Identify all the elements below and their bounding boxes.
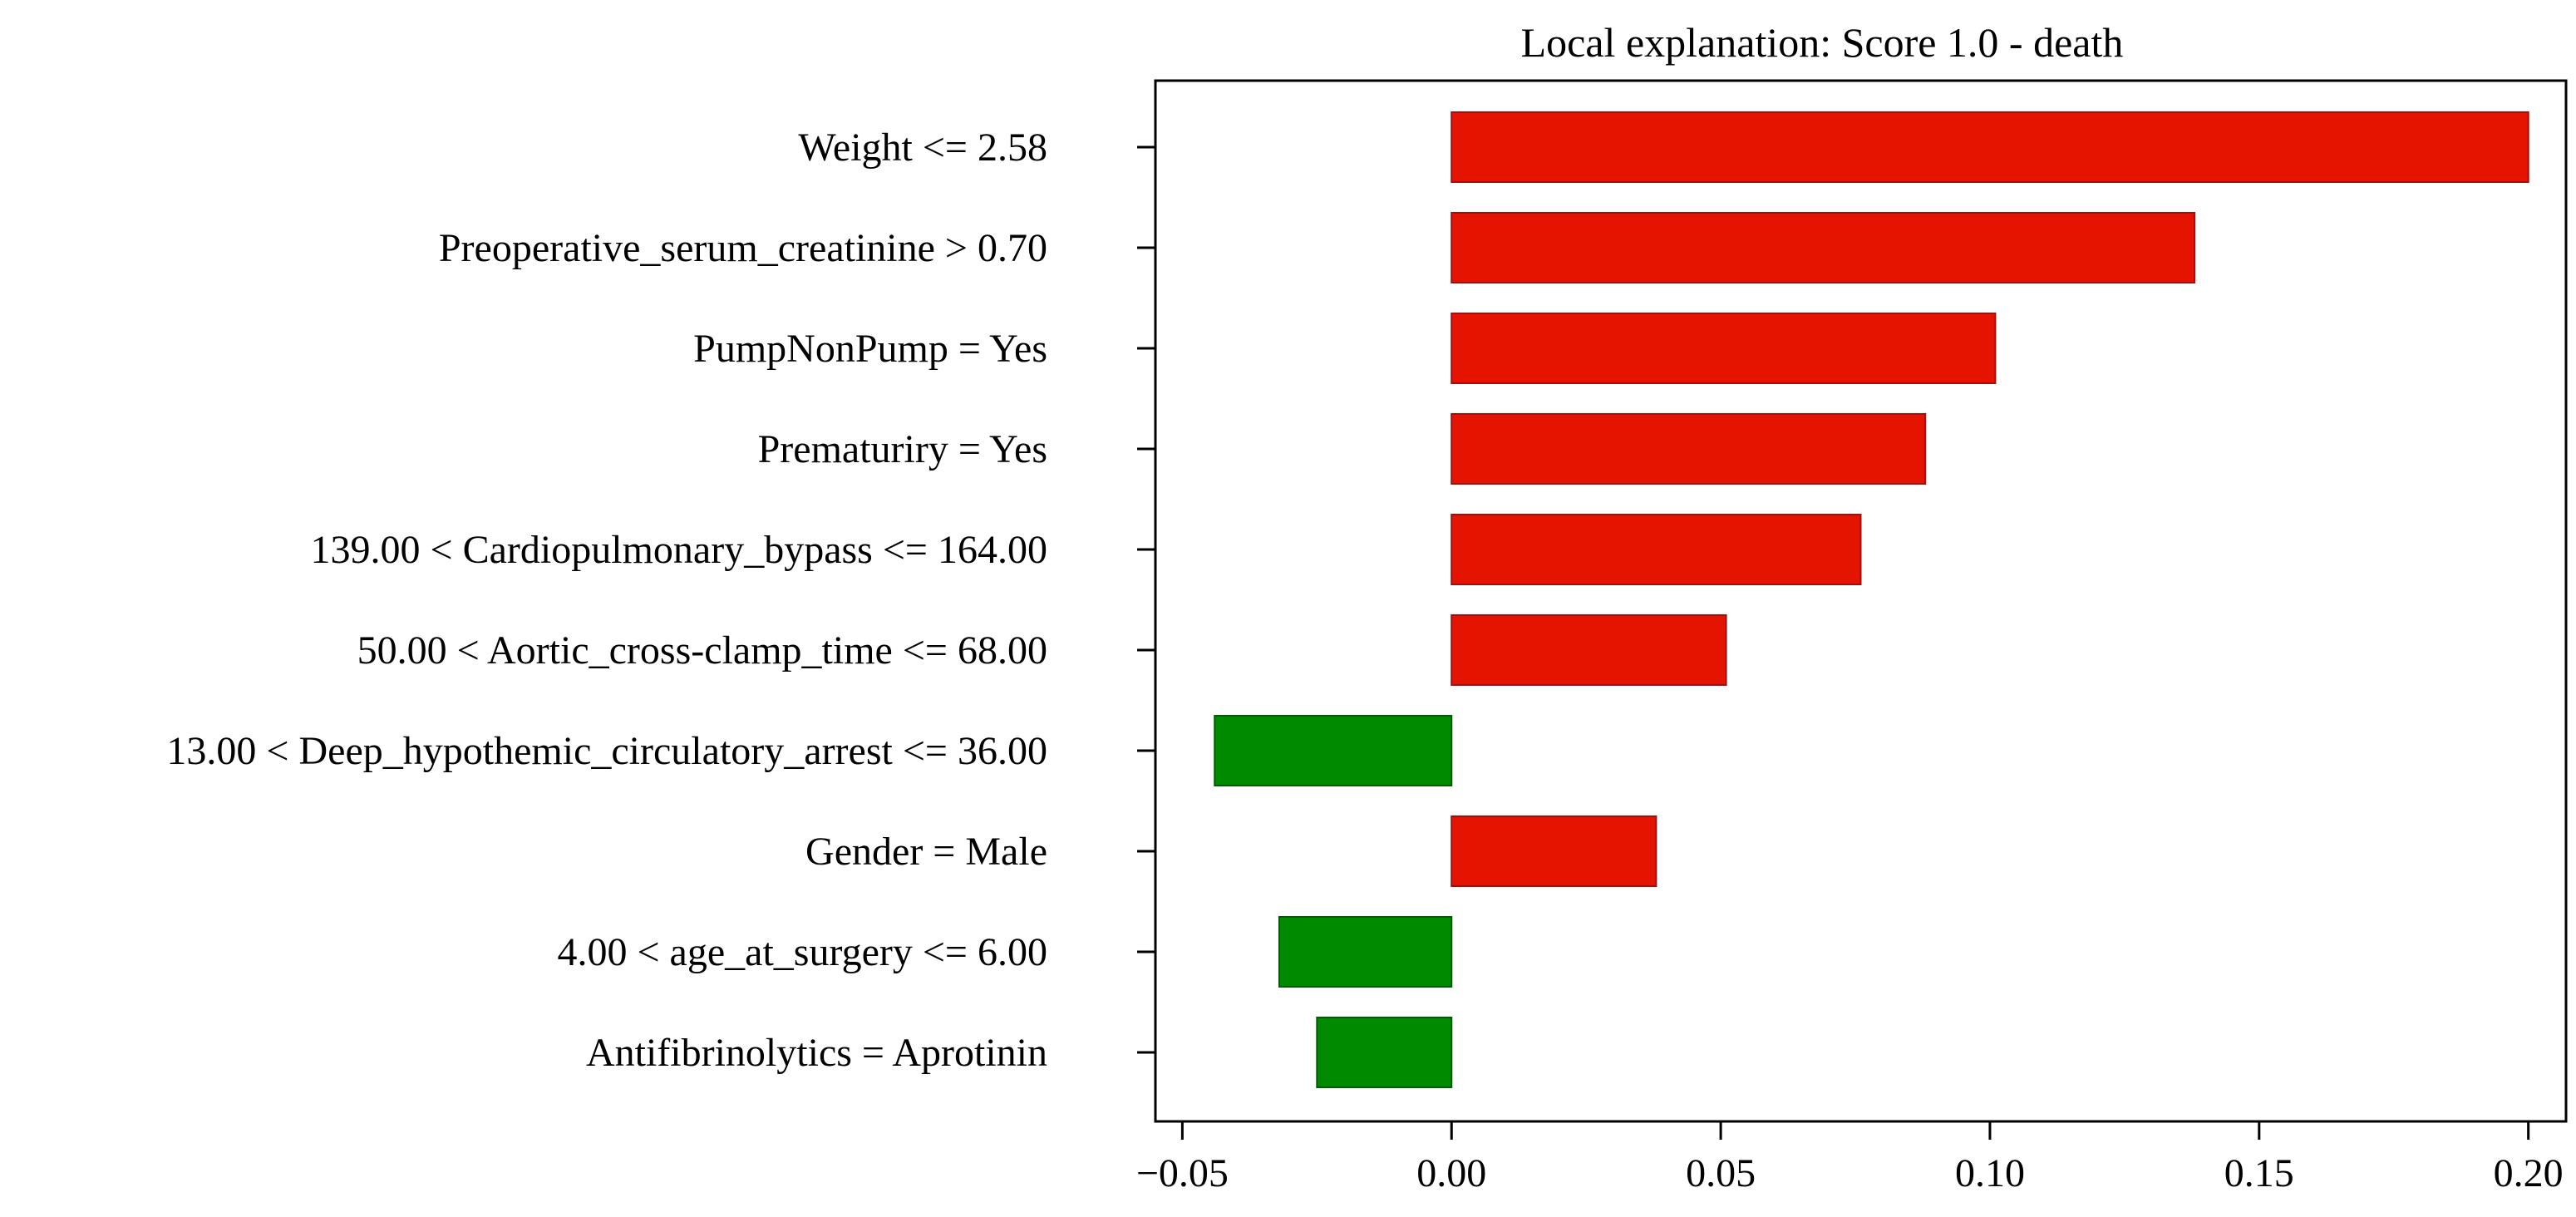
- x-tick-label-2: 0.05: [1686, 1151, 1756, 1195]
- y-tick-label-7: Gender = Male: [805, 830, 1047, 874]
- y-tick-label-1: Preoperative_serum_creatinine > 0.70: [439, 226, 1047, 270]
- y-tick-label-2: PumpNonPump = Yes: [693, 327, 1047, 371]
- bar-5: [1451, 614, 1727, 686]
- bar-6: [1214, 715, 1453, 786]
- y-tick-label-8: 4.00 < age_at_surgery <= 6.00: [557, 930, 1047, 974]
- y-tick-label-3: Prematuriry = Yes: [758, 427, 1047, 471]
- bar-8: [1278, 916, 1453, 988]
- x-tick-label-1: 0.00: [1416, 1151, 1486, 1195]
- x-tick-label-5: 0.20: [2494, 1151, 2564, 1195]
- bar-0: [1451, 111, 2529, 183]
- x-tick-label-0: −0.05: [1136, 1151, 1229, 1195]
- x-axis-ticks: −0.05 0.00 0.05 0.10 0.15 0.20: [1136, 1121, 2564, 1195]
- x-tick-label-3: 0.10: [1955, 1151, 2025, 1195]
- chart-title: Local explanation: Score 1.0 - death: [1521, 19, 2124, 66]
- y-tick-label-6: 13.00 < Deep_hypothemic_circulatory_arre…: [166, 729, 1047, 773]
- y-tick-label-5: 50.00 < Aortic_cross-clamp_time <= 68.00: [357, 628, 1047, 673]
- bar-2: [1451, 313, 1997, 384]
- y-tick-label-4: 139.00 < Cardiopulmonary_bypass <= 164.0…: [311, 528, 1047, 572]
- y-tick-label-0: Weight <= 2.58: [798, 126, 1047, 170]
- y-axis-ticks: Weight <= 2.58 Preoperative_serum_creatin…: [166, 126, 1155, 1075]
- bar-1: [1451, 212, 2196, 283]
- plot-frame: [1154, 79, 2568, 1123]
- bar-3: [1451, 413, 1927, 485]
- y-tick-label-9: Antifibrinolytics = Aprotinin: [586, 1031, 1047, 1075]
- x-tick-label-4: 0.15: [2224, 1151, 2294, 1195]
- bar-4: [1451, 514, 1862, 585]
- bar-9: [1316, 1017, 1453, 1088]
- bar-7: [1451, 815, 1657, 887]
- bars-layer: [1214, 111, 2529, 1088]
